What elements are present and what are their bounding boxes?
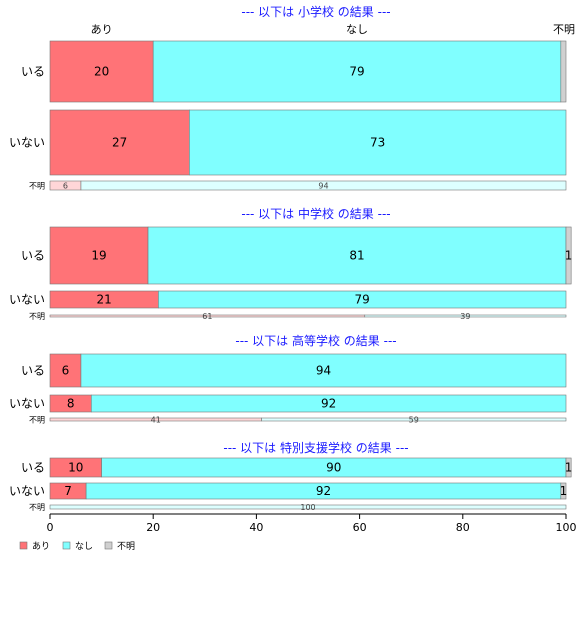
data-label-1-0-2: 1 bbox=[565, 249, 573, 263]
row-label-1-1: いない bbox=[9, 293, 45, 307]
data-label-3-0-2: 1 bbox=[565, 461, 573, 475]
bar-segment-0-1-1 bbox=[189, 109, 567, 176]
row-label-1-0: いる bbox=[21, 249, 45, 263]
column-header-0: あり bbox=[91, 23, 113, 36]
data-label-2-1-1: 92 bbox=[321, 397, 336, 411]
row-label-0-0: いる bbox=[21, 65, 45, 79]
row-label-0-2: 不明 bbox=[29, 182, 45, 191]
data-label-3-2-1: 100 bbox=[300, 503, 315, 512]
legend-swatch-0 bbox=[19, 541, 28, 550]
column-header-2: 不明 bbox=[553, 23, 575, 36]
data-label-1-1-1: 79 bbox=[355, 293, 370, 307]
legend-label-0: あり bbox=[32, 541, 50, 552]
data-label-0-1-0: 27 bbox=[112, 136, 127, 150]
bar-segment-1-0-1 bbox=[147, 226, 567, 285]
x-tick-label-3: 60 bbox=[353, 521, 367, 534]
row-label-2-1: いない bbox=[9, 397, 45, 411]
bar-segment-1-2-1 bbox=[364, 314, 567, 318]
data-label-2-2-1: 59 bbox=[409, 416, 419, 425]
row-label-1-2: 不明 bbox=[29, 312, 45, 321]
bar-segment-0-0-0 bbox=[49, 40, 154, 103]
bar-segment-3-2-1 bbox=[49, 504, 567, 510]
column-header-1: なし bbox=[346, 23, 368, 36]
x-tick-label-4: 80 bbox=[456, 521, 470, 534]
x-tick-label-0: 0 bbox=[47, 521, 54, 534]
bar-segment-3-0-2 bbox=[565, 457, 572, 478]
data-label-3-1-1: 92 bbox=[316, 484, 331, 498]
legend-swatch-1 bbox=[62, 541, 71, 550]
bar-segment-2-0-1 bbox=[80, 353, 567, 388]
x-tick-label-1: 20 bbox=[146, 521, 160, 534]
data-label-3-0-1: 90 bbox=[326, 461, 341, 475]
bar-segment-2-2-1 bbox=[261, 417, 567, 422]
data-label-0-0-1: 79 bbox=[349, 65, 364, 79]
panel-title-0: --- 以下は 小学校 の結果 --- bbox=[241, 4, 390, 19]
panel-title-3: --- 以下は 特別支援学校 の結果 --- bbox=[223, 440, 408, 455]
legend-swatch-2 bbox=[104, 541, 113, 550]
row-label-3-1: いない bbox=[9, 484, 45, 498]
panel-title-2: --- 以下は 高等学校 の結果 --- bbox=[235, 333, 396, 348]
row-label-3-0: いる bbox=[21, 461, 45, 475]
bar-segment-1-0-0 bbox=[49, 226, 149, 285]
data-label-3-0-0: 10 bbox=[68, 461, 83, 475]
bar-segment-0-0-2 bbox=[560, 40, 567, 103]
data-label-3-1-0: 7 bbox=[64, 484, 72, 498]
bar-segment-1-0-2 bbox=[565, 226, 572, 285]
legend-label-1: なし bbox=[75, 541, 93, 552]
data-label-1-2-0: 61 bbox=[202, 312, 212, 321]
bar-segment-2-1-1 bbox=[90, 394, 567, 413]
data-label-1-2-1: 39 bbox=[460, 312, 470, 321]
panel-title-1: --- 以下は 中学校 の結果 --- bbox=[241, 206, 390, 221]
x-tick-label-5: 100 bbox=[556, 521, 577, 534]
data-label-1-0-0: 19 bbox=[91, 249, 106, 263]
data-label-0-0-0: 20 bbox=[94, 65, 109, 79]
data-label-0-2-1: 94 bbox=[318, 182, 328, 191]
data-label-2-0-0: 6 bbox=[62, 364, 70, 378]
data-label-2-2-0: 41 bbox=[151, 416, 161, 425]
bar-segment-2-0-0 bbox=[49, 353, 82, 388]
bar-segment-0-0-1 bbox=[152, 40, 562, 103]
data-label-2-1-0: 8 bbox=[67, 397, 75, 411]
row-label-0-1: いない bbox=[9, 136, 45, 150]
bar-segment-0-2-1 bbox=[80, 180, 567, 191]
data-label-0-2-0: 6 bbox=[63, 182, 68, 191]
bar-segment-3-1-2 bbox=[560, 482, 567, 500]
bar-segment-0-1-0 bbox=[49, 109, 190, 176]
data-label-3-1-2: 1 bbox=[560, 484, 568, 498]
x-tick-label-2: 40 bbox=[249, 521, 263, 534]
bar-segment-1-1-1 bbox=[158, 290, 567, 309]
data-label-1-0-1: 81 bbox=[349, 249, 364, 263]
data-label-2-0-1: 94 bbox=[316, 364, 331, 378]
row-label-2-0: いる bbox=[21, 364, 45, 378]
row-label-2-2: 不明 bbox=[29, 416, 45, 425]
legend-label-2: 不明 bbox=[117, 541, 135, 552]
data-label-0-1-1: 73 bbox=[370, 136, 385, 150]
row-label-3-2: 不明 bbox=[29, 503, 45, 512]
data-label-1-1-0: 21 bbox=[97, 293, 112, 307]
